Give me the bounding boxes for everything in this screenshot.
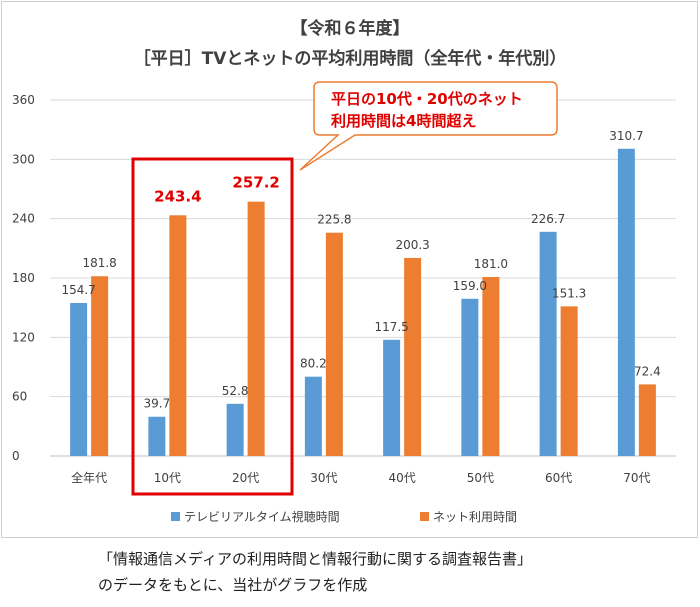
bar-tv — [539, 231, 557, 456]
chart-subtitle: ［平日］TVとネットの平均利用時間（全年代・年代別） — [133, 49, 567, 69]
bar-net — [325, 232, 343, 456]
data-label-net: 181.0 — [474, 257, 508, 271]
legend-swatch-net — [420, 512, 429, 521]
x-category-label: 10代 — [154, 471, 181, 485]
source-caption: 「情報通信メディアの利用時間と情報行動に関する調査報告書」 のデータをもとに、当… — [98, 546, 532, 598]
x-category-label: 60代 — [545, 471, 572, 485]
highlight-box — [131, 157, 294, 496]
bar-net — [169, 215, 187, 456]
bar-tv — [148, 416, 166, 456]
bar-tv — [70, 303, 88, 456]
caption-line-1: 「情報通信メディアの利用時間と情報行動に関する調査報告書」 — [98, 550, 532, 568]
bar-chart: 0 60 120 180 240 300 360 154.7 181.8 39.7 243.4 52… — [12, 81, 676, 524]
bars — [70, 148, 656, 456]
data-label-tv: 80.2 — [300, 357, 327, 371]
data-label-tv: 159.0 — [453, 279, 487, 293]
data-label-tv: 154.7 — [61, 283, 95, 297]
y-tick-label: 300 — [12, 152, 35, 166]
data-label-net: 181.8 — [82, 256, 116, 270]
data-labels: 154.7 181.8 39.7 243.4 52.8 257.2 80.2 225.8 117… — [61, 129, 660, 411]
callout-line-2: 利用時間は4時間超え — [331, 112, 476, 130]
data-label-net: 72.4 — [634, 364, 661, 378]
data-label-net: 243.4 — [154, 187, 201, 205]
x-category-label: 50代 — [467, 471, 494, 485]
bar-tv — [617, 148, 635, 456]
data-label-net: 257.2 — [232, 174, 279, 192]
y-tick-label: 240 — [12, 212, 35, 226]
callout: 平日の10代・20代のネット 利用時間は4時間超え — [299, 81, 558, 171]
bar-tv — [461, 298, 479, 456]
bar-net — [638, 384, 656, 456]
bar-net — [91, 276, 109, 456]
bar-net — [482, 277, 500, 456]
bar-net — [404, 257, 422, 456]
bar-tv — [383, 339, 401, 456]
data-label-tv: 310.7 — [609, 129, 643, 143]
legend-label-tv: テレビリアルタイム視聴時間 — [184, 509, 340, 524]
data-label-tv: 52.8 — [222, 384, 249, 398]
y-tick-label: 360 — [12, 93, 35, 107]
x-axis: 全年代 10代 20代 30代 40代 50代 60代 70代 — [71, 470, 650, 485]
legend-label-net: ネット利用時間 — [433, 510, 517, 524]
x-category-label: 20代 — [232, 471, 259, 485]
x-category-label: 70代 — [623, 471, 650, 485]
chart-title: 【令和６年度】 — [290, 19, 410, 39]
legend: テレビリアルタイム視聴時間 ネット利用時間 — [171, 509, 517, 524]
x-category-label: 全年代 — [71, 470, 107, 485]
y-tick-label: 0 — [12, 449, 20, 463]
y-tick-label: 120 — [12, 330, 35, 344]
data-label-tv: 226.7 — [531, 212, 565, 226]
y-tick-label: 60 — [12, 390, 27, 404]
legend-swatch-tv — [171, 512, 180, 521]
bar-net — [560, 306, 578, 456]
y-axis: 0 60 120 180 240 300 360 — [12, 93, 35, 463]
bar-tv — [304, 376, 322, 456]
callout-bubble — [299, 81, 558, 171]
data-label-net: 151.3 — [552, 286, 586, 300]
data-label-net: 200.3 — [395, 238, 429, 252]
y-tick-label: 180 — [12, 271, 35, 285]
x-category-label: 40代 — [388, 471, 415, 485]
bar-tv — [226, 403, 244, 456]
data-label-tv: 117.5 — [374, 320, 408, 334]
bar-net — [247, 201, 265, 456]
caption-line-2: のデータをもとに、当社がグラフを作成 — [98, 576, 368, 594]
data-label-tv: 39.7 — [144, 397, 171, 411]
callout-line-1: 平日の10代・20代のネット — [331, 90, 523, 108]
data-label-net: 225.8 — [317, 213, 351, 227]
x-category-label: 30代 — [310, 471, 337, 485]
